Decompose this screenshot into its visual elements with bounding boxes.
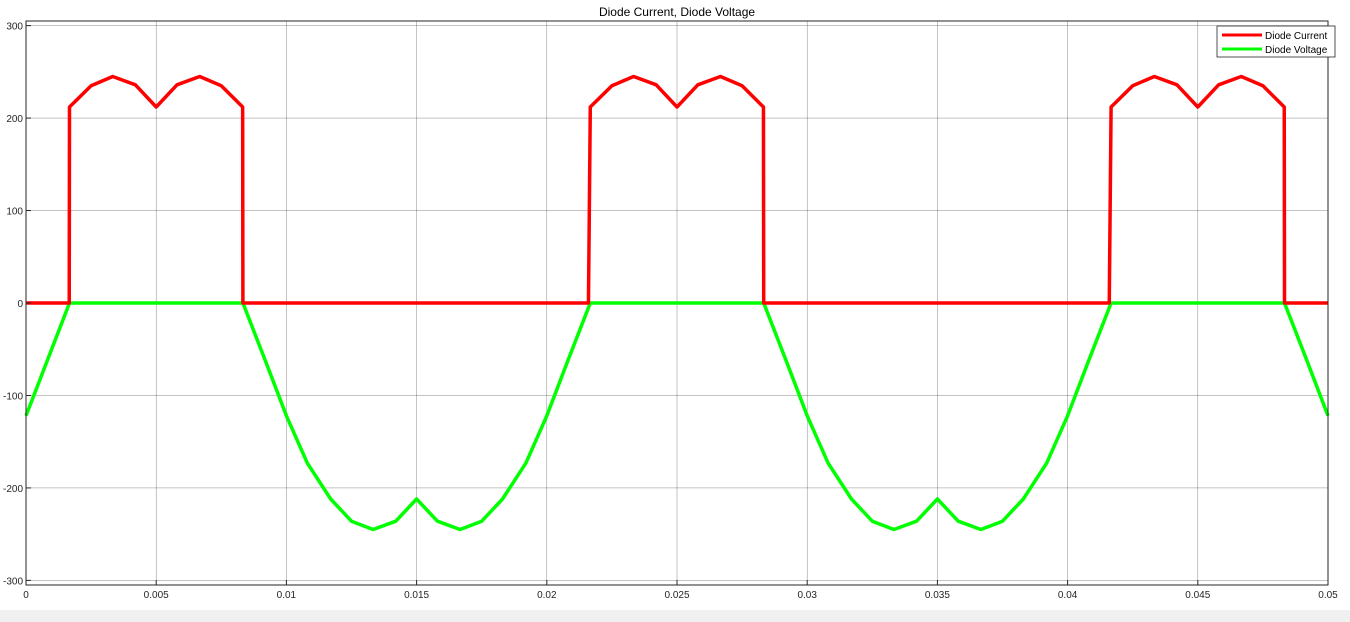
legend-label-voltage: Diode Voltage [1265,45,1328,56]
x-tick-label: 0.04 [1058,590,1078,601]
y-tick-label: 200 [6,114,23,125]
x-tick-label: 0.03 [797,590,817,601]
figure-bottom-strip [0,610,1350,622]
x-axis: 0 0.005 0.01 0.015 0.02 0.025 0.03 0.035 0.04 0.0… [23,580,1338,601]
x-tick-label: 0.02 [537,590,557,601]
y-tick-label: 0 [17,299,23,310]
x-tick-label: 0.025 [664,590,689,601]
legend-box [1216,25,1336,58]
x-tick-label: 0.01 [277,590,297,601]
x-tick-label: 0 [23,590,29,601]
legend-label-current: Diode Current [1265,31,1327,42]
y-tick-label: -100 [3,391,23,402]
x-tick-label: 0.035 [925,590,950,601]
x-tick-label: 0.045 [1185,590,1210,601]
y-tick-label: -300 [3,576,23,587]
x-tick-label: 0.05 [1318,590,1338,601]
x-tick-label: 0.005 [144,590,169,601]
y-axis: -300 -200 -100 0 100 200 300 [3,22,31,587]
y-tick-label: -200 [3,484,23,495]
series-layer [24,74,1330,532]
legend[interactable]: Diode Current Diode Voltage [1216,25,1336,58]
series-line-diode-current [26,74,1328,305]
y-tick-label: 300 [6,22,23,33]
x-tick-label: 0.015 [404,590,429,601]
y-tick-label: 100 [6,207,23,218]
chart-title: Diode Current, Diode Voltage [599,5,755,19]
